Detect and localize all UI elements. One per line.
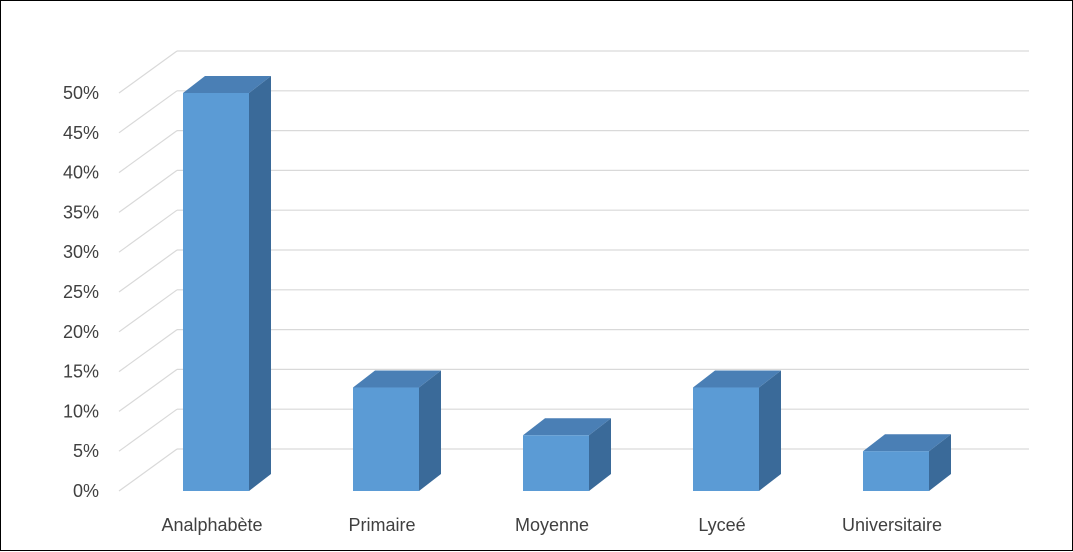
bar-top-face [353,370,441,388]
gridline-side [118,448,178,492]
gridline-side [118,329,178,373]
bar-top-face [523,418,611,436]
gridline-side [118,249,178,293]
x-tick-label: Moyenne [515,515,589,535]
x-tick-label: Universitaire [842,515,942,535]
bar-front-face [523,435,589,491]
y-tick-label: 25% [63,282,99,302]
x-tick-label: Analphabète [161,515,262,535]
x-axis-ticks: Analphabète Primaire Moyenne Lyceé Universit… [161,515,942,535]
gridline-side [118,130,178,174]
x-tick-label: Primaire [348,515,415,535]
y-tick-label: 15% [63,362,99,382]
bar [523,418,611,491]
gridline-side [118,90,178,134]
gridline-side [118,50,178,94]
bar [863,434,951,491]
gridline-side [118,209,178,253]
bar-front-face [863,451,929,491]
bar-side-face [249,76,271,491]
y-tick-label: 30% [63,242,99,262]
bar-side-face [929,434,951,491]
bar-front-face [353,387,419,491]
y-tick-label: 20% [63,322,99,342]
bar-series [183,76,951,491]
bar-front-face [693,387,759,491]
chart-back-wall [118,50,1029,492]
bar-top-face [863,434,951,452]
bar-top-face [693,370,781,388]
y-tick-label: 45% [63,123,99,143]
y-tick-label: 40% [63,163,99,183]
bar-front-face [183,93,249,491]
x-tick-label: Lyceé [698,515,745,535]
gridline-side [118,169,178,213]
bar-side-face [419,370,441,491]
gridline-side [118,368,178,412]
gridline-side [118,408,178,452]
gridline-side [118,289,178,333]
y-tick-label: 35% [63,202,99,222]
bar [183,76,271,491]
bar [693,370,781,491]
bar-side-face [589,418,611,491]
y-axis-ticks: 0% 5% 10% 15% 20% 25% 30% 35% 40% 45% 50% [63,83,99,501]
y-tick-label: 10% [63,401,99,421]
y-tick-label: 50% [63,83,99,103]
y-tick-label: 5% [73,441,99,461]
bar-side-face [759,370,781,491]
bar [353,370,441,491]
y-tick-label: 0% [73,481,99,501]
bar-top-face [183,76,271,93]
